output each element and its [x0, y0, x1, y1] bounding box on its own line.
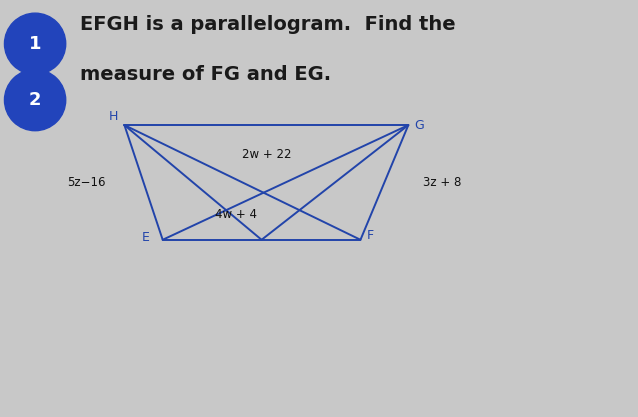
- Ellipse shape: [4, 70, 66, 131]
- Text: 3z + 8: 3z + 8: [423, 176, 461, 189]
- Text: 4w + 4: 4w + 4: [215, 208, 257, 221]
- Text: 5z−16: 5z−16: [67, 176, 105, 189]
- Text: H: H: [108, 111, 118, 123]
- Text: G: G: [415, 118, 424, 132]
- Text: F: F: [367, 229, 374, 242]
- Text: EFGH is a parallelogram.  Find the: EFGH is a parallelogram. Find the: [80, 15, 456, 34]
- Text: 1: 1: [29, 35, 41, 53]
- Text: E: E: [142, 231, 150, 244]
- Text: measure of FG and EG.: measure of FG and EG.: [80, 65, 331, 84]
- Text: 2w + 22: 2w + 22: [242, 148, 291, 161]
- Text: 2: 2: [29, 91, 41, 109]
- Ellipse shape: [4, 13, 66, 74]
